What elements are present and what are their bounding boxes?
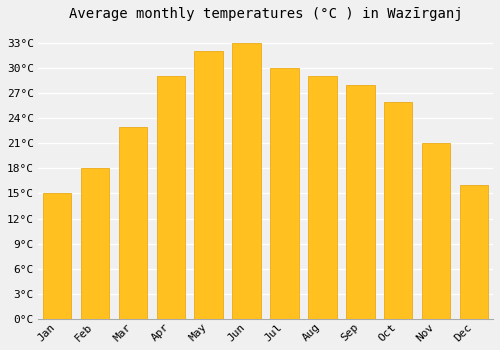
Title: Average monthly temperatures (°C ) in Wazīrganj: Average monthly temperatures (°C ) in Wa…	[69, 7, 462, 21]
Bar	[270, 68, 299, 319]
Bar	[384, 102, 412, 319]
Bar	[43, 194, 72, 319]
Bar	[81, 168, 109, 319]
Bar	[460, 185, 488, 319]
Bar	[422, 143, 450, 319]
Bar	[194, 51, 223, 319]
Bar	[156, 76, 185, 319]
Bar	[232, 43, 261, 319]
Bar	[308, 76, 336, 319]
Bar	[118, 127, 147, 319]
Bar	[346, 85, 374, 319]
